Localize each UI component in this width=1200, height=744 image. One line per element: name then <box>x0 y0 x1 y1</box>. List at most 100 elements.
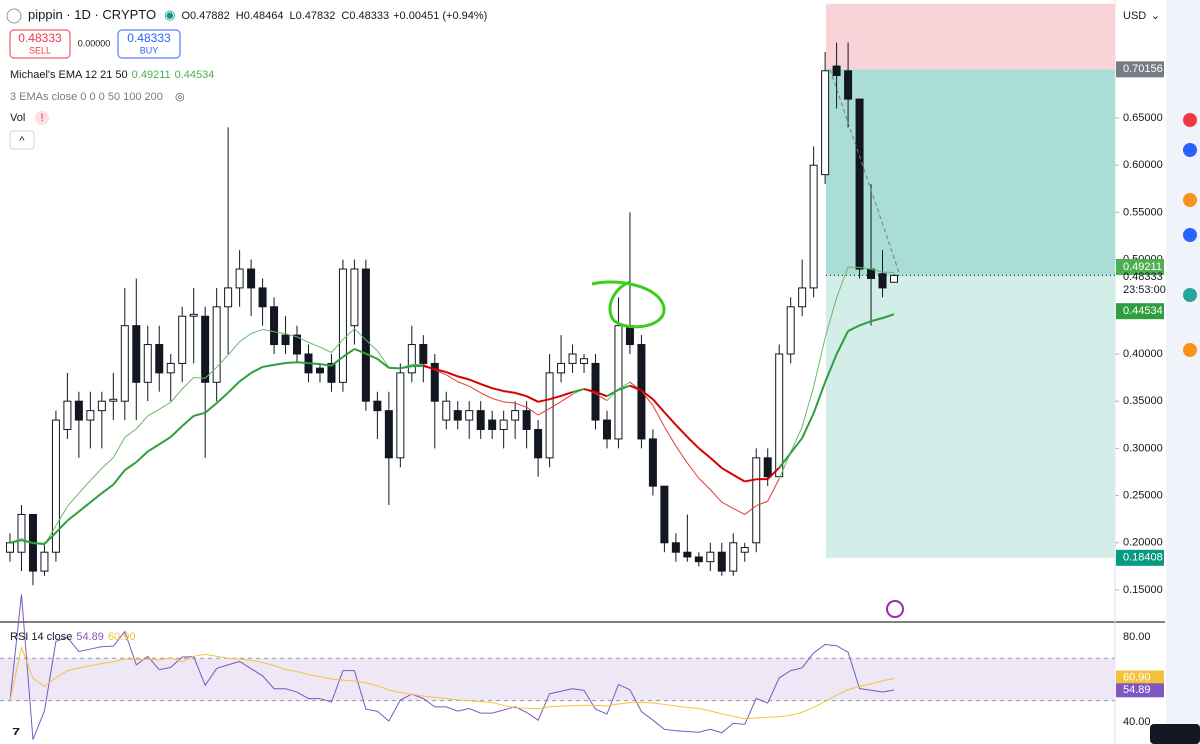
candle-body <box>798 287 807 308</box>
ema-slow <box>308 362 321 366</box>
candle-body <box>660 485 669 544</box>
replay-icon <box>886 600 904 618</box>
candle-body <box>545 372 554 459</box>
ema-fast <box>767 478 780 502</box>
ema-slow <box>640 389 654 400</box>
ema-fast <box>836 266 849 298</box>
ema-fast <box>721 501 734 509</box>
price-tag <box>1116 259 1164 276</box>
price-tick-label: 0.60000 <box>1123 159 1163 171</box>
ema-slow <box>468 378 482 385</box>
header: pippin · 1D · CRYPTO ◉ O0.47882 H0.48464 L0.… <box>28 7 487 22</box>
ema-slow <box>652 398 666 413</box>
ema-fast <box>227 341 240 356</box>
candle-body <box>97 400 106 412</box>
ema-slow <box>193 411 206 417</box>
rsi-tag <box>1116 683 1164 698</box>
position-zone <box>826 69 1115 276</box>
ema-fast <box>859 266 872 270</box>
ema-slow <box>400 365 413 370</box>
ema-slow <box>721 467 734 476</box>
ema-fast <box>434 369 447 376</box>
ema-slow <box>147 443 160 453</box>
candle-body <box>614 325 623 440</box>
ema-fast <box>181 377 195 390</box>
ema-fast <box>354 328 367 341</box>
vol-legend: Vol <box>10 112 25 124</box>
ema-slow <box>285 361 298 365</box>
ema-slow <box>537 398 550 403</box>
ema-slow <box>767 466 780 480</box>
candle-body <box>602 419 611 440</box>
ema-slow <box>215 391 229 404</box>
right-sidebar <box>1166 0 1200 744</box>
ema-fast <box>663 426 677 447</box>
sidebar-icon[interactable] <box>1183 193 1197 207</box>
sidebar-icon[interactable] <box>1183 288 1197 302</box>
ema-fast <box>457 381 470 387</box>
ema-slow <box>112 469 126 486</box>
ema-slow <box>330 356 344 367</box>
candle-body <box>327 362 336 383</box>
collapse-button[interactable] <box>9 130 35 150</box>
symbol-icon <box>6 8 22 24</box>
ema-fast <box>537 408 550 416</box>
rsi-line <box>9 594 895 740</box>
sidebar-icon[interactable] <box>1183 113 1197 127</box>
rsi-legend: RSI 14 close 54.89 60.90 <box>10 631 135 643</box>
ema-slow <box>526 395 539 403</box>
rsi-value: 54.89 <box>76 631 104 643</box>
buy-price: 0.48333 <box>127 31 171 45</box>
ema-slow <box>170 425 183 438</box>
candle-body <box>890 274 898 283</box>
ema-slow <box>675 424 689 438</box>
ema-slow <box>250 366 264 374</box>
ema-fast <box>67 492 80 507</box>
ema-slow <box>423 364 436 371</box>
ema-slow <box>21 539 34 544</box>
ema-slow <box>732 473 746 483</box>
ema-slow <box>55 519 69 534</box>
candle-body <box>247 268 256 289</box>
price-tick-label: 0.15000 <box>1123 584 1163 596</box>
ema-slow <box>457 375 470 381</box>
ema-fast <box>170 388 183 403</box>
candle-body <box>109 398 118 402</box>
sidebar-icon[interactable] <box>1183 343 1197 357</box>
price-tag-label: 0.44534 <box>1123 305 1163 317</box>
sell-button[interactable] <box>9 29 71 59</box>
ema-slow <box>262 363 275 368</box>
candle-body <box>396 372 405 459</box>
ema-fast <box>744 505 757 515</box>
ema-fast <box>365 339 378 352</box>
sidebar-icon[interactable] <box>1183 228 1197 242</box>
ema-fast <box>308 341 321 348</box>
price-tag <box>1116 61 1164 78</box>
buy-button[interactable] <box>117 29 181 59</box>
ema-slow <box>686 436 700 450</box>
ema-slow <box>595 390 608 398</box>
vol-warning <box>35 111 49 125</box>
price-tag <box>1116 549 1164 566</box>
price-tag-label: 0.18408 <box>1123 552 1163 564</box>
ema-slow <box>514 391 527 398</box>
ema-fast <box>112 437 126 458</box>
price-tick-label: 0.55000 <box>1123 206 1163 218</box>
ema-fast <box>652 405 665 427</box>
ema-fast <box>503 401 516 404</box>
ema-slow <box>859 320 872 327</box>
corner-widget[interactable] <box>1150 724 1200 744</box>
candle-body <box>132 325 141 383</box>
ema-slow <box>491 387 504 393</box>
ema-fast <box>193 377 206 379</box>
sell-price: 0.48333 <box>18 31 62 45</box>
candle-body <box>844 70 853 100</box>
ema-fast <box>273 331 286 335</box>
price-tag-label: 0.70156 <box>1123 63 1163 75</box>
sidebar-icon[interactable] <box>1183 143 1197 157</box>
ema-fast <box>514 402 527 408</box>
ema-fast <box>595 393 608 402</box>
candle-body <box>166 362 175 374</box>
ema-slow <box>376 358 390 369</box>
